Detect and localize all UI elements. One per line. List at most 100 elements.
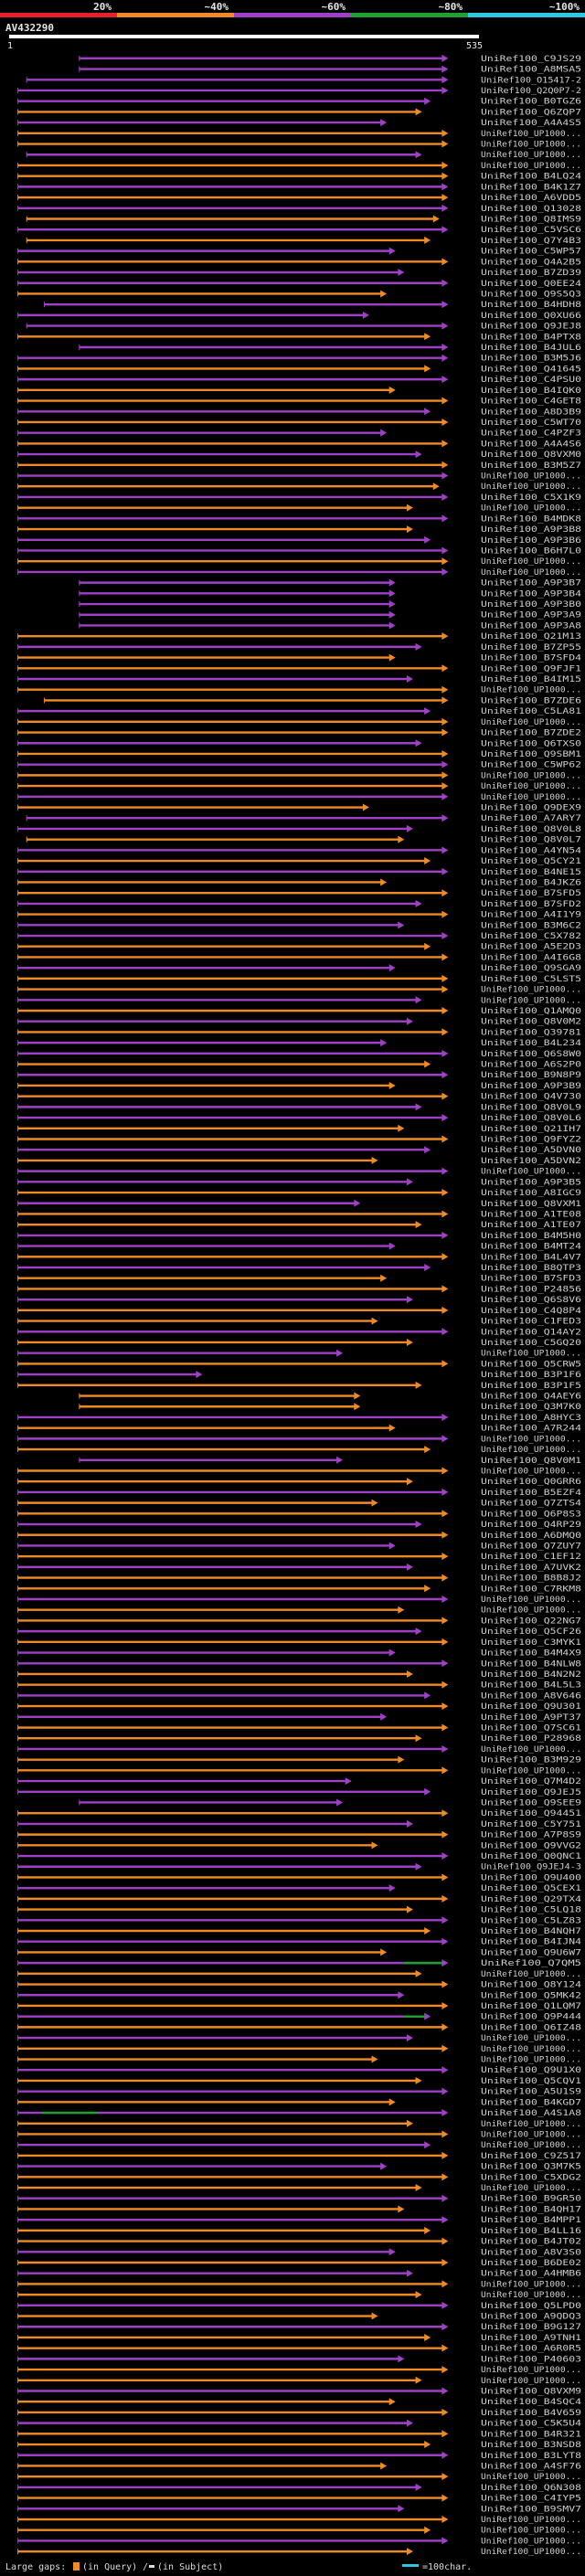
hit-label[interactable]: UniRef100_Q0QNC1 (481, 1852, 581, 1861)
hit-row[interactable]: UniRef100_Q5MK42 (17, 1991, 581, 2000)
hit-label[interactable]: UniRef100_Q6ZQP7 (481, 108, 581, 117)
hit-label[interactable]: UniRef100_B3NSD8 (481, 2441, 581, 2450)
hit-row[interactable]: UniRef100_A9P3B6 (17, 535, 581, 546)
hit-row[interactable]: UniRef100_Q2Q0P7-2 (17, 86, 581, 96)
hit-row[interactable]: UniRef100_C1FED3 (17, 1317, 581, 1327)
hit-label[interactable]: UniRef100_B7SFD5 (481, 889, 581, 898)
hit-label[interactable]: UniRef100_UP1000... (481, 151, 581, 160)
hit-row[interactable]: UniRef100_UP1000... (17, 685, 581, 695)
hit-label[interactable]: UniRef100_A6R0R5 (481, 2345, 581, 2354)
hit-label[interactable]: UniRef100_UP1000... (481, 2516, 581, 2525)
hit-label[interactable]: UniRef100_Q7QM5 (481, 1959, 581, 1968)
hit-row[interactable]: UniRef100_UP1000... (17, 557, 581, 567)
hit-row[interactable]: UniRef100_UP1000... (17, 1766, 581, 1776)
hit-label[interactable]: UniRef100_B7ZD39 (481, 269, 581, 278)
hit-row[interactable]: UniRef100_Q5CRW5 (17, 1360, 581, 1369)
hit-row[interactable]: UniRef100_C5VSC6 (17, 226, 581, 235)
query-id[interactable]: AV432290 (5, 22, 54, 34)
hit-row[interactable]: UniRef100_Q9SBM1 (17, 749, 581, 759)
hit-label[interactable]: UniRef100_Q13028 (481, 205, 581, 214)
hit-row[interactable]: UniRef100_C7RKM8 (17, 1585, 581, 1594)
hit-label[interactable]: UniRef100_Q6IZ48 (481, 2023, 581, 2032)
hit-row[interactable]: UniRef100_UP1000... (17, 2376, 581, 2386)
hit-row[interactable]: UniRef100_B4L234 (17, 1039, 581, 1048)
hit-label[interactable]: UniRef100_Q9U6W7 (481, 1948, 581, 1957)
hit-row[interactable]: UniRef100_Q29TX4 (17, 1894, 581, 1904)
hit-row[interactable]: UniRef100_Q94451 (17, 1809, 581, 1818)
hit-row[interactable]: UniRef100_Q9U400 (17, 1873, 581, 1882)
hit-label[interactable]: UniRef100_B7SFD3 (481, 1275, 581, 1284)
hit-label[interactable]: UniRef100_B4IJN4 (481, 1938, 581, 1947)
hit-row[interactable]: UniRef100_Q4RP29 (17, 1521, 581, 1530)
hit-row[interactable]: UniRef100_Q9FJF1 (17, 664, 581, 673)
hit-row[interactable]: UniRef100_A9P3B5 (17, 1178, 581, 1187)
hit-row[interactable]: UniRef100_Q22NG7 (17, 1617, 581, 1626)
hit-label[interactable]: UniRef100_Q8VXM0 (481, 451, 581, 460)
hit-row[interactable]: UniRef100_A9QDQ3 (17, 2312, 581, 2322)
hit-row[interactable]: UniRef100_B3M5Z7 (17, 461, 581, 471)
hit-row[interactable]: UniRef100_B9SMV7 (17, 2505, 581, 2514)
hit-label[interactable]: UniRef100_A9P3A9 (481, 611, 581, 620)
hit-row[interactable]: UniRef100_UP1000... (17, 1446, 581, 1455)
hit-row[interactable]: UniRef100_Q0QNC1 (17, 1852, 581, 1861)
hit-row[interactable]: UniRef100_Q9JEJ8 (26, 322, 581, 332)
hit-row[interactable]: UniRef100_Q3M7K5 (17, 2162, 581, 2172)
hit-row[interactable]: UniRef100_B4K1Z7 (17, 183, 581, 192)
hit-label[interactable]: UniRef100_Q9U301 (481, 1702, 581, 1712)
hit-row[interactable]: UniRef100_UP1000... (17, 129, 581, 139)
hit-label[interactable]: UniRef100_Q6S8W0 (481, 1050, 581, 1059)
hit-label[interactable]: UniRef100_B7ZDE2 (481, 729, 581, 738)
hit-row[interactable]: UniRef100_B4LQ24 (17, 172, 581, 182)
hit-row[interactable]: UniRef100_UP1000... (17, 472, 581, 482)
hit-label[interactable]: UniRef100_P28968 (481, 1734, 581, 1744)
hit-row[interactable]: UniRef100_UP1000... (17, 2473, 581, 2482)
hit-label[interactable]: UniRef100_B0TGZ6 (481, 98, 581, 107)
hit-label[interactable]: UniRef100_C5LQ18 (481, 1906, 581, 1915)
hit-row[interactable]: UniRef100_A4A4S6 (17, 440, 581, 449)
hit-row[interactable]: UniRef100_Q6TXS0 (17, 739, 581, 748)
hit-label[interactable]: UniRef100_A9P3B0 (481, 600, 581, 610)
hit-row[interactable]: UniRef100_Q1LQM7 (17, 2001, 581, 2011)
hit-row[interactable]: UniRef100_B7ZP55 (17, 642, 581, 652)
hit-label[interactable]: UniRef100_A8MSA5 (481, 66, 581, 75)
hit-label[interactable]: UniRef100_A6VDD5 (481, 194, 581, 203)
hit-label[interactable]: UniRef100_UP1000... (481, 996, 581, 1005)
hit-row[interactable]: UniRef100_Q6ZQP7 (17, 108, 581, 117)
hit-label[interactable]: UniRef100_A9QDQ3 (481, 2313, 581, 2322)
hit-row[interactable]: UniRef100_B4SQC4 (17, 2398, 581, 2407)
hit-row[interactable]: UniRef100_B4M4X9 (17, 1648, 581, 1659)
hit-row[interactable]: UniRef100_A1TE08 (17, 1210, 581, 1219)
hit-label[interactable]: UniRef100_C5WP62 (481, 761, 581, 770)
hit-row[interactable]: UniRef100_Q9S5Q3 (17, 290, 581, 299)
hit-label[interactable]: UniRef100_C5K5U4 (481, 2420, 581, 2429)
hit-label[interactable]: UniRef100_UP1000... (481, 2120, 581, 2129)
hit-row[interactable]: UniRef100_UP1000... (17, 1349, 581, 1359)
hit-label[interactable]: UniRef100_UP1000... (481, 771, 581, 780)
hit-label[interactable]: UniRef100_A9P3B5 (481, 1178, 581, 1187)
hit-row[interactable]: UniRef100_Q0GRR6 (17, 1478, 581, 1487)
hit-label[interactable]: UniRef100_B4L234 (481, 1039, 581, 1048)
hit-row[interactable]: UniRef100_A5DVN2 (17, 1156, 581, 1166)
hit-row[interactable]: UniRef100_UP1000... (17, 2119, 581, 2129)
hit-row[interactable]: UniRef100_A8V646 (17, 1691, 581, 1701)
hit-label[interactable]: UniRef100_B3M5J6 (481, 355, 581, 364)
hit-row[interactable]: UniRef100_UP1000... (17, 2130, 581, 2139)
hit-label[interactable]: UniRef100_A5DVN0 (481, 1146, 581, 1155)
hit-label[interactable]: UniRef100_Q5MK42 (481, 1991, 581, 2000)
hit-row[interactable]: UniRef100_UP1000... (17, 996, 581, 1005)
hit-label[interactable]: UniRef100_A5E2D3 (481, 943, 581, 952)
hit-label[interactable]: UniRef100_A9P3B8 (481, 525, 581, 535)
hit-row[interactable]: UniRef100_B9G127 (17, 2323, 581, 2332)
hit-label[interactable]: UniRef100_Q0XU66 (481, 312, 581, 321)
hit-row[interactable]: UniRef100_Q6IZ48 (17, 2023, 581, 2032)
hit-label[interactable]: UniRef100_B6H7L0 (481, 546, 581, 556)
hit-label[interactable]: UniRef100_B3P1F5 (481, 1382, 581, 1391)
hit-label[interactable]: UniRef100_B4M4X9 (481, 1649, 581, 1659)
hit-row[interactable]: UniRef100_Q6S8V6 (17, 1296, 581, 1305)
hit-label[interactable]: UniRef100_A8IGC9 (481, 1189, 581, 1198)
hit-row[interactable]: UniRef100_A9TNH1 (17, 2333, 581, 2343)
hit-row[interactable]: UniRef100_Q9P444 (17, 2012, 581, 2022)
hit-row[interactable]: UniRef100_B6DE02 (17, 2258, 581, 2268)
hit-label[interactable]: UniRef100_B3P1F6 (481, 1371, 581, 1380)
hit-label[interactable]: UniRef100_Q29TX4 (481, 1895, 581, 1904)
